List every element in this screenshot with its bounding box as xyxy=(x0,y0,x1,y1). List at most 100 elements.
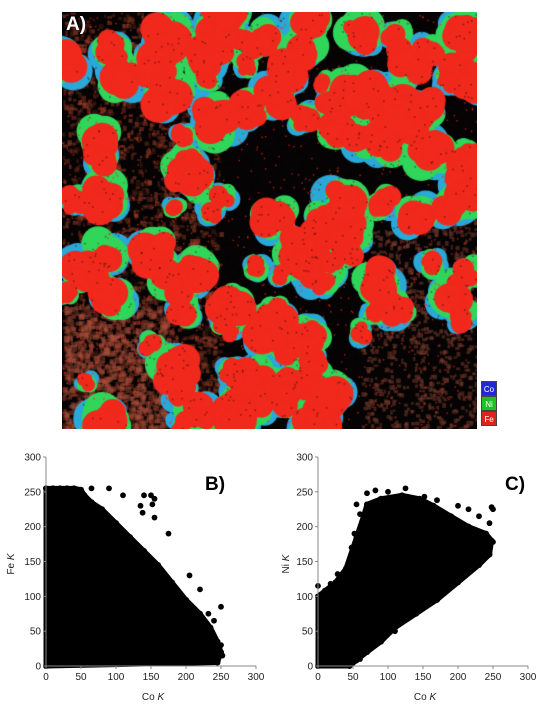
scatter-point-26 xyxy=(392,628,398,635)
y-tick-label: 150 xyxy=(296,557,313,568)
scatter-point-edge-14 xyxy=(183,596,189,603)
y-axis-title: Fe K xyxy=(6,552,17,574)
y-tick-label: 100 xyxy=(24,592,41,603)
scatter-point-edge-14 xyxy=(483,530,489,537)
scatter-point-edge-11 xyxy=(141,548,147,555)
scatter-point-cloud xyxy=(315,492,495,669)
scatter-point-edge-7 xyxy=(364,501,370,508)
x-tick-label: 50 xyxy=(75,672,87,683)
scatter-point-4 xyxy=(348,544,355,551)
scatter-point-1 xyxy=(327,580,334,587)
y-tick-label: 300 xyxy=(296,453,313,464)
y-tick-label: 250 xyxy=(296,487,313,498)
scatter-point-15 xyxy=(465,506,472,513)
scatter-point-6 xyxy=(357,511,363,518)
x-axis-title: Co K xyxy=(142,692,166,703)
scatter-point-edge-20 xyxy=(413,610,419,617)
scatter-point-edge-12 xyxy=(448,513,454,520)
x-tick-label: 300 xyxy=(248,672,265,683)
y-axis-title: Ni K xyxy=(281,553,292,573)
y-tick-label: 200 xyxy=(24,522,41,533)
scatter-point-edge-15 xyxy=(197,610,203,617)
scatter-point-10 xyxy=(165,530,172,537)
scatter-point-14 xyxy=(218,603,224,610)
scatter-point-17 xyxy=(219,652,226,659)
x-axis-title: Co K xyxy=(414,692,438,703)
x-tick-label: 50 xyxy=(347,672,359,683)
scatter-point-17 xyxy=(486,520,493,527)
scatter-point-edge-10 xyxy=(416,495,423,502)
panel-label-a: A) xyxy=(66,14,87,35)
scatter-point-12 xyxy=(421,493,428,500)
panel-label-c: C) xyxy=(505,474,525,495)
y-tick-label: 100 xyxy=(296,592,313,603)
scatter-points xyxy=(315,485,496,669)
scatter-point-2 xyxy=(120,492,126,499)
scatter-point-cloud xyxy=(43,485,224,669)
scatter-point-edge-4 xyxy=(343,565,349,572)
scatter-point-5 xyxy=(351,530,358,537)
scatter-point-9 xyxy=(372,487,379,494)
scatter-point-edge-19 xyxy=(214,659,221,666)
scatter-point-22 xyxy=(469,558,475,565)
x-tick-label: 300 xyxy=(520,672,537,683)
scatter-point-edge-11 xyxy=(430,502,437,509)
legend-item-ni: Ni xyxy=(481,396,497,411)
scatter-point-28 xyxy=(357,656,363,662)
x-tick-label: 200 xyxy=(450,672,467,683)
scatter-point-8 xyxy=(364,490,370,497)
x-tick-label: 0 xyxy=(315,672,321,683)
scatter-point-edge-12 xyxy=(155,561,161,568)
x-tick-label: 150 xyxy=(143,672,160,683)
x-tick-label: 250 xyxy=(485,672,502,683)
chart-axes: 0 50 100 150 200 250 300 0 50 100 150 200 250 300 xyxy=(24,453,264,684)
scatter-point-16 xyxy=(476,513,482,520)
legend-item-fe: Fe xyxy=(481,411,497,426)
scatter-point-4 xyxy=(141,492,147,499)
scatter-point-edge-2 xyxy=(57,485,63,492)
chart-axes: 0 50 100 150 200 250 300 0 50 100 150 200 250 300 xyxy=(296,453,536,684)
scatter-point-edge-16 xyxy=(207,624,214,631)
y-tick-label: 0 xyxy=(35,662,41,673)
y-tick-label: 250 xyxy=(24,487,41,498)
scatter-point-7 xyxy=(353,501,360,508)
scatter-point-edge-4 xyxy=(71,485,77,492)
scatter-point-edge-3 xyxy=(332,579,339,586)
scatter-point-1 xyxy=(106,485,112,492)
scatter-point-27 xyxy=(367,645,374,652)
elemental-map-panel: A) xyxy=(62,12,477,429)
scatter-point-edge-13 xyxy=(169,579,175,586)
scatter-point-7 xyxy=(149,501,156,508)
scatter-point-edge-18 xyxy=(455,579,461,586)
scatter-point-15 xyxy=(211,617,217,624)
x-tick-label: 200 xyxy=(178,672,195,683)
scatter-points xyxy=(43,485,226,669)
scatter-point-edge-19 xyxy=(434,596,440,603)
scatter-point-20 xyxy=(488,504,495,511)
scatter-point-24 xyxy=(427,596,433,603)
scatter-point-edge-6 xyxy=(81,492,88,499)
x-tick-label: 150 xyxy=(415,672,432,683)
scatter-point-edge-5 xyxy=(78,486,84,493)
scatter-point-9 xyxy=(151,514,158,521)
y-tick-label: 50 xyxy=(30,627,42,638)
x-tick-label: 0 xyxy=(43,672,49,683)
scatter-point-edge-3 xyxy=(64,485,70,492)
scatter-point-18 xyxy=(490,539,496,545)
scatter-point-edge-1 xyxy=(50,485,56,492)
scatter-point-edge-7 xyxy=(88,499,95,506)
scatter-point-3 xyxy=(137,502,144,509)
scatter-point-6 xyxy=(151,495,158,502)
x-tick-label: 100 xyxy=(108,672,125,683)
scatter-point-30 xyxy=(318,661,325,667)
scatter-point-2 xyxy=(334,571,341,577)
scatter-point-14 xyxy=(455,502,461,509)
scatter-point-edge-22 xyxy=(378,638,384,645)
x-tick-label: 100 xyxy=(380,672,397,683)
legend-item-co: Co xyxy=(481,381,497,396)
scatter-point-13 xyxy=(205,610,212,617)
y-tick-label: 50 xyxy=(302,627,314,638)
scatter-point-edge-8 xyxy=(378,495,384,502)
scatter-point-3 xyxy=(346,558,353,565)
